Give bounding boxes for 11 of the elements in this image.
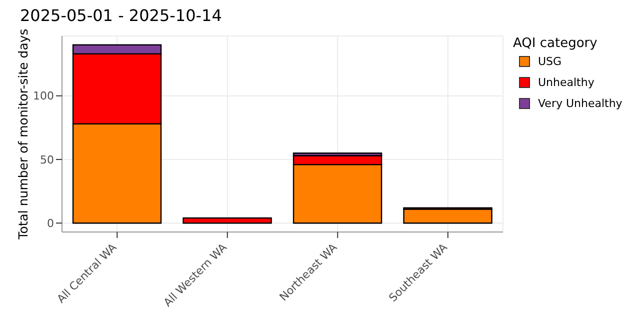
legend-label: Very Unhealthy (538, 97, 622, 110)
y-axis-title: Total number of monitor-site days (15, 28, 30, 240)
legend-label: USG (538, 55, 562, 68)
bar (182, 217, 272, 224)
bar (403, 208, 492, 224)
chart-title: 2025-05-01 - 2025-10-14 (20, 6, 222, 25)
y-tick-label: 0 (47, 216, 54, 230)
legend-label: Unhealthy (538, 76, 594, 89)
legend-title: AQI category (513, 36, 598, 51)
y-tick-label: 50 (40, 153, 54, 166)
y-tick-label: 100 (33, 90, 54, 103)
